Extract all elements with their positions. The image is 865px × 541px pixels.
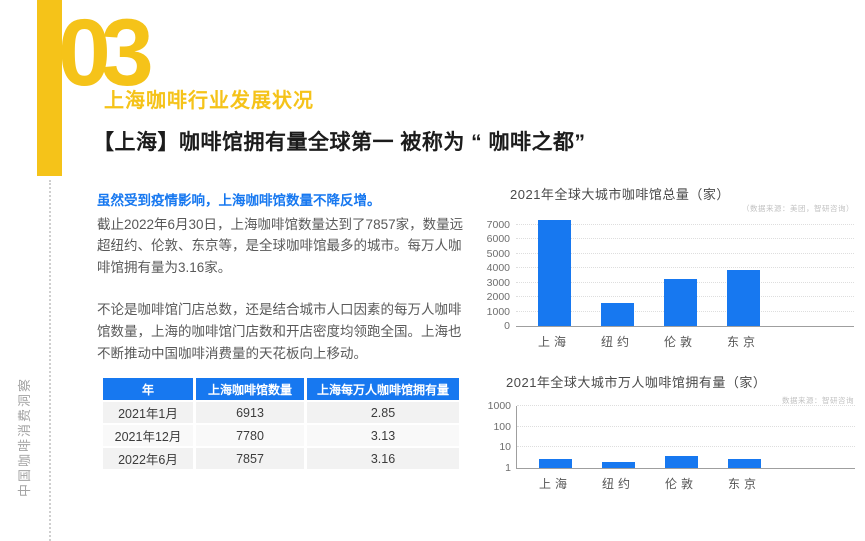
x-axis-category-label: 上海 — [537, 335, 570, 349]
x-axis-category-label: 东京 — [726, 335, 759, 349]
table-header: 年上海咖啡馆数量 上海每万人咖啡馆拥有量 — [103, 378, 459, 400]
y-axis-tick-label: 1 — [505, 462, 511, 474]
gridline — [516, 252, 854, 254]
table-header-cell: 上海咖啡馆数量 — [196, 378, 304, 400]
y-axis-tick-label: 3000 — [486, 276, 510, 289]
bar-上海 — [538, 220, 571, 326]
paragraph-2: 不论是咖啡馆门店总数，还是结合城市人口因素的每万人咖啡馆数量，上海的咖啡馆门店数… — [97, 302, 462, 361]
bar-东京 — [727, 270, 760, 326]
gridline — [517, 446, 855, 448]
chart-plot-area: 1 10 100 1000 上海 纽约 伦敦 东京 — [488, 400, 855, 491]
y-axis-tick-label: 1000 — [486, 305, 510, 318]
bar-伦敦 — [664, 278, 697, 326]
y-axis-tick-label: 7000 — [486, 218, 510, 231]
gridline — [516, 267, 854, 269]
side-watermark-label: 中国咖啡消费洞察 — [17, 376, 32, 497]
gridline — [516, 223, 854, 225]
chart-coffee-shop-per-capita: 2021年全球大城市万人咖啡馆拥有量（家） 数据来源：智研咨询 1 10 100 10… — [480, 370, 860, 495]
x-axis-category-label: 伦敦 — [663, 335, 696, 349]
chart-source-note: （数据来源：美团，智研咨询） — [742, 204, 854, 213]
table-cell: 2022年6月 — [103, 448, 193, 469]
table-cell: 2021年12月 — [103, 425, 193, 446]
left-dotted-line — [49, 180, 51, 541]
table-cell: 6913 — [196, 402, 304, 423]
bar-纽约 — [601, 302, 634, 326]
gridline — [517, 425, 855, 427]
table-cell: 3.13 — [307, 425, 459, 446]
table-cell: 7857 — [196, 448, 304, 469]
table-row: 2022年6月 7857 3.16 — [103, 448, 459, 469]
lead-sentence: 虽然受到疫情影响，上海咖啡馆数量不降反增。 — [97, 193, 381, 208]
chart-source-note: 数据来源：智研咨询 — [782, 396, 854, 405]
table-cell: 2021年1月 — [103, 402, 193, 423]
paragraph-1: 截止2022年6月30日，上海咖啡馆数量达到了7857家，数量远超纽约、伦敦、东… — [97, 216, 464, 275]
table-row: 2021年12月 7780 3.13 — [103, 425, 459, 446]
table-cell: 3.16 — [307, 448, 459, 469]
table-header-cell: 年 — [103, 378, 193, 400]
table-cell: 2.85 — [307, 402, 459, 423]
bar-上海 — [539, 458, 572, 468]
chart-plot-area: 0 1000 2000 3000 4000 5000 6000 7000 上海 纽约 伦敦 东京 — [487, 216, 854, 349]
bar-东京 — [728, 458, 761, 468]
table-cell: 7780 — [196, 425, 304, 446]
y-axis-tick-label: 4000 — [486, 262, 510, 275]
table-row: 2021年1月 6913 2.85 — [103, 402, 459, 423]
gridline — [516, 238, 854, 240]
y-axis-tick-label: 100 — [493, 420, 511, 433]
chart-title: 2021年全球大城市咖啡馆总量（家） — [510, 187, 730, 202]
y-axis-tick-label: 6000 — [486, 233, 510, 246]
x-axis-category-label: 上海 — [538, 477, 571, 491]
section-number: 03 — [58, 0, 154, 106]
y-axis-tick-label: 10 — [499, 441, 511, 454]
x-axis-category-label: 伦敦 — [664, 477, 697, 491]
gridline — [517, 405, 855, 406]
y-axis-tick-label: 1000 — [487, 400, 511, 412]
left-accent-bar — [37, 0, 62, 176]
chart-coffee-shop-total: 2021年全球大城市咖啡馆总量（家） （数据来源：美团，智研咨询） 0 1000 2… — [480, 180, 860, 352]
bar-纽约 — [602, 462, 635, 468]
y-axis-tick-label: 5000 — [486, 247, 510, 260]
article-text-block: 虽然受到疫情影响，上海咖啡馆数量不降反增。 截止2022年6月30日，上海咖啡馆… — [97, 190, 469, 364]
y-axis-tick-label: 0 — [504, 320, 510, 332]
table-header-cell: 上海每万人咖啡馆拥有量 — [307, 378, 459, 400]
page-title: 【上海】咖啡馆拥有量全球第一 被称为 “ 咖啡之都” — [93, 131, 586, 154]
bar-伦敦 — [665, 456, 698, 468]
coffee-shop-table: 年上海咖啡馆数量 上海每万人咖啡馆拥有量 2021年1月 6913 2.85 2021年… — [100, 376, 462, 471]
x-axis-category-label: 纽约 — [601, 477, 634, 491]
chart-title: 2021年全球大城市万人咖啡馆拥有量（家） — [506, 375, 767, 390]
x-axis-category-label: 东京 — [727, 477, 760, 491]
y-axis-tick-label: 2000 — [486, 291, 510, 304]
x-axis-category-label: 纽约 — [600, 335, 633, 349]
section-title: 上海咖啡行业发展状况 — [104, 90, 314, 112]
